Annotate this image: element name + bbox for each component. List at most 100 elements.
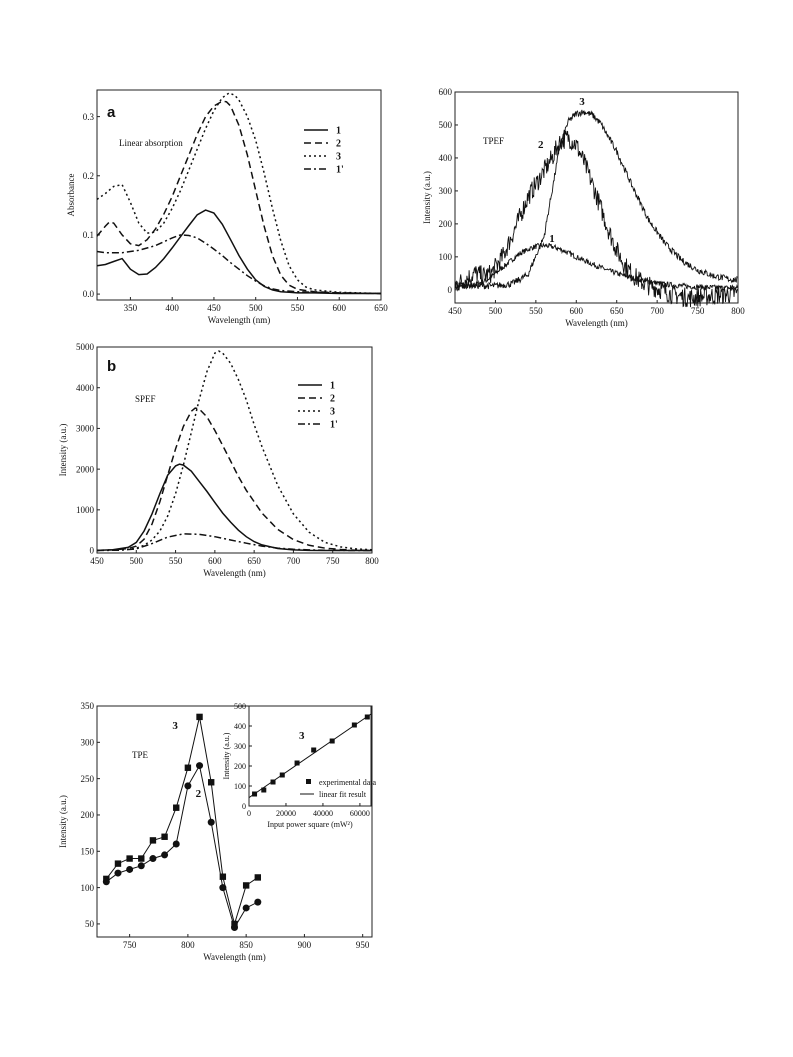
series-2-point — [126, 865, 134, 873]
series-3-point — [184, 764, 192, 771]
legend-marker — [306, 779, 311, 784]
x-tick-label: 600 — [570, 306, 584, 316]
series-1p-line — [96, 234, 382, 295]
legend-entry: 1' — [336, 165, 344, 176]
y-tick-label: 2000 — [76, 464, 95, 474]
x-tick-label: 800 — [365, 556, 379, 566]
x-tick-label: 20000 — [276, 809, 296, 818]
legend-entry: 1' — [330, 420, 338, 431]
tpe-frame — [96, 705, 373, 938]
series-2-point — [254, 898, 262, 906]
series-label: 1 — [549, 233, 555, 245]
series-2-line — [96, 407, 373, 552]
x-tick-label: 400 — [165, 303, 179, 313]
y-axis-label: Intensity (a.u.) — [58, 795, 68, 848]
legend-entry: 2 — [336, 139, 341, 150]
series-3-point — [242, 882, 250, 889]
series-3-point — [161, 833, 168, 840]
y-tick-label: 500 — [234, 702, 246, 711]
data-point — [294, 760, 300, 766]
legend-entry: experimental data — [319, 778, 377, 787]
x-tick-label: 550 — [291, 303, 305, 313]
series-3-point — [173, 804, 180, 811]
series-2-point — [219, 884, 227, 892]
series-2-line — [96, 100, 382, 295]
x-tick-label: 750 — [326, 556, 340, 566]
chart-annotation: TPEF — [483, 136, 504, 146]
x-tick-label: 650 — [610, 306, 624, 316]
panel-label: a — [107, 104, 116, 121]
series-2-point — [114, 869, 122, 877]
series-3-line — [454, 109, 738, 290]
y-tick-label: 3000 — [76, 424, 95, 434]
fit-line — [248, 713, 372, 799]
y-tick-label: 200 — [234, 762, 246, 771]
x-tick-label: 500 — [249, 303, 263, 313]
series-2-line — [454, 130, 738, 308]
tpef-axes: 450 500 550 600 650 700 750 800 0 100 200 300 400 500… — [422, 87, 745, 328]
series-3-point — [149, 837, 157, 844]
x-tick-label: 700 — [650, 306, 664, 316]
y-axis-label: Intensity (a.u.) — [222, 732, 231, 779]
y-tick-label: 50 — [85, 919, 95, 929]
tpe-inset-axes: 0 20000 40000 60000 0 100 200 300 400 500 Input po… — [222, 702, 377, 829]
data-point — [364, 714, 370, 720]
x-axis-label: Wavelength (nm) — [203, 952, 266, 962]
data-point — [351, 722, 357, 728]
legend-entry: 2 — [330, 394, 335, 405]
series-1p-line — [96, 533, 372, 552]
tpe-inset-frame — [248, 705, 372, 807]
legend-entry: 1 — [336, 126, 341, 137]
y-tick-label: 600 — [439, 87, 453, 97]
y-tick-label: 150 — [81, 846, 95, 856]
y-tick-label: 500 — [439, 120, 453, 130]
y-tick-label: 0 — [448, 285, 453, 295]
x-tick-label: 600 — [208, 556, 222, 566]
spef-frame — [96, 346, 373, 554]
y-tick-label: 1000 — [76, 505, 95, 515]
series-2-point — [196, 762, 204, 770]
x-tick-label: 850 — [239, 940, 253, 950]
chart-annotation: Linear absorption — [119, 138, 183, 148]
series-3-line — [96, 92, 382, 295]
legend-entry: 3 — [330, 407, 335, 418]
series-2-point — [149, 855, 157, 863]
legend-entry: 3 — [336, 152, 341, 163]
x-tick-label: 650 — [374, 303, 388, 313]
series-2-point — [172, 840, 180, 848]
y-tick-label: 250 — [81, 774, 95, 784]
data-point — [270, 779, 276, 785]
y-tick-label: 0 — [90, 546, 95, 556]
chart-annotation: SPEF — [135, 394, 156, 404]
y-tick-label: 300 — [234, 742, 246, 751]
x-tick-label: 500 — [130, 556, 144, 566]
series-3-line — [96, 350, 373, 552]
series-label: 2 — [538, 139, 544, 151]
x-tick-label: 950 — [356, 940, 370, 950]
series-label: 3 — [579, 96, 585, 108]
y-tick-label: 300 — [81, 737, 95, 747]
y-axis-label: Absorbance — [66, 174, 76, 217]
y-tick-label: 200 — [439, 219, 453, 229]
series-3-point — [103, 875, 110, 883]
x-tick-label: 700 — [287, 556, 301, 566]
data-point — [329, 738, 335, 744]
series-3-point — [207, 779, 215, 786]
y-tick-label: 100 — [234, 782, 246, 791]
y-tick-label: 0 — [242, 802, 246, 811]
x-tick-label: 450 — [90, 556, 104, 566]
y-tick-label: 200 — [81, 810, 95, 820]
series-label: 3 — [172, 720, 178, 732]
x-tick-label: 350 — [124, 303, 138, 313]
y-tick-label: 350 — [81, 701, 95, 711]
tpe-axes: 750 800 850 900 95050100150200250300350Wavel… — [58, 701, 373, 962]
x-axis-label: Wavelength (nm) — [565, 318, 628, 328]
x-tick-label: 650 — [247, 556, 261, 566]
y-tick-label: 0.2 — [83, 171, 94, 181]
series-1-line — [454, 242, 738, 292]
series-3-point — [138, 855, 145, 862]
x-tick-label: 0 — [247, 809, 251, 818]
x-axis-label: Input power square (mW²) — [267, 820, 353, 829]
panel-label: b — [107, 358, 116, 375]
